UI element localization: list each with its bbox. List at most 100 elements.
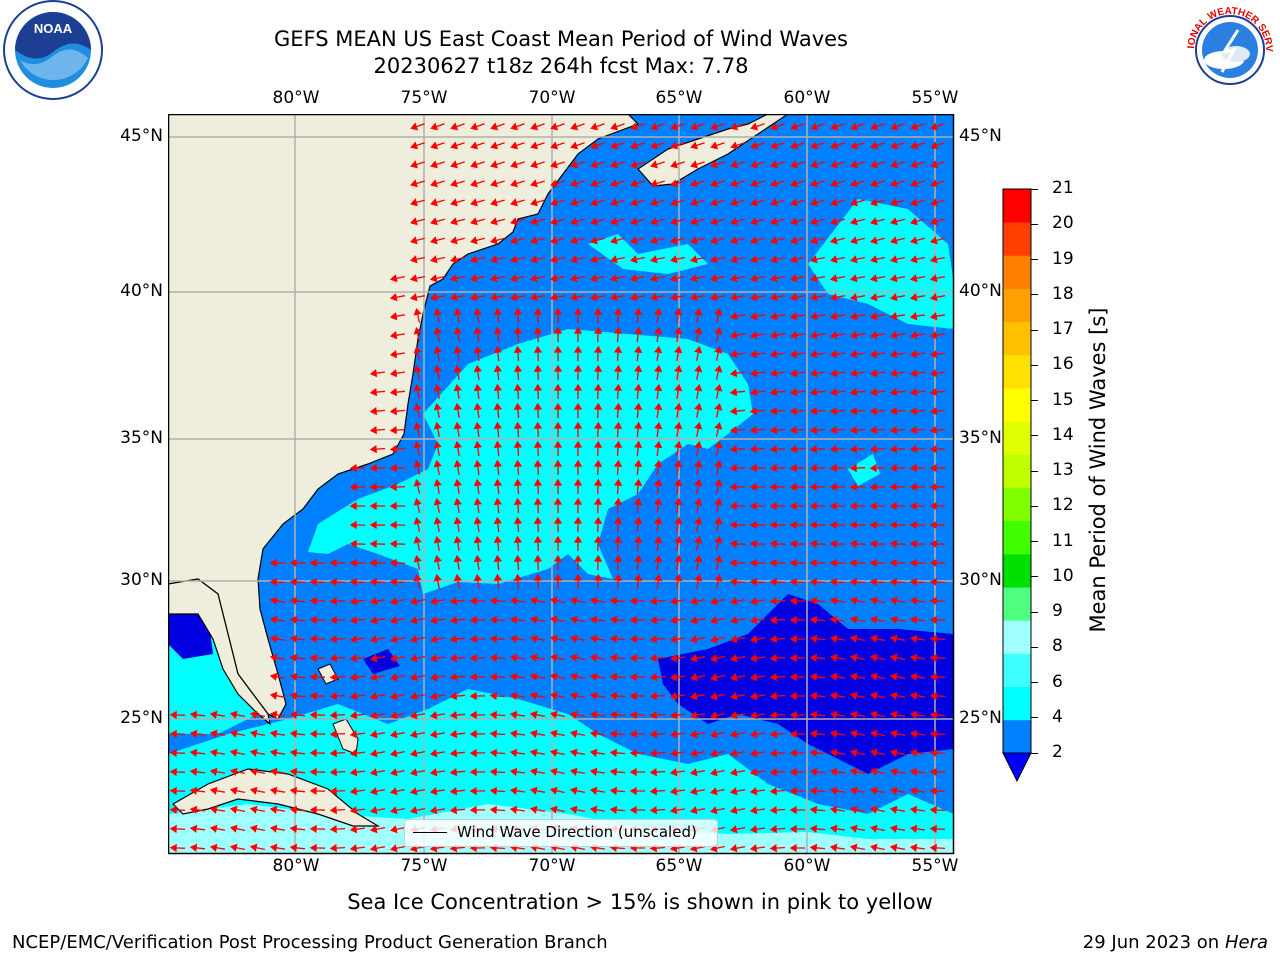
wave-direction-arrow bbox=[433, 535, 442, 552]
wave-direction-arrow bbox=[513, 478, 523, 495]
wave-direction-arrow bbox=[449, 615, 466, 625]
wave-direction-arrow bbox=[209, 710, 226, 719]
wave-direction-arrow bbox=[249, 767, 266, 776]
land-bahamas bbox=[332, 718, 359, 755]
wave-direction-arrow bbox=[570, 141, 585, 150]
wave-direction-arrow bbox=[869, 805, 885, 814]
wave-direction-arrow bbox=[473, 307, 482, 323]
wave-direction-arrow bbox=[249, 710, 266, 719]
colorbar-segment bbox=[1003, 454, 1031, 488]
lat-label-left: 35°N bbox=[120, 428, 163, 448]
wave-direction-arrow bbox=[909, 369, 925, 378]
wave-direction-arrow bbox=[889, 824, 906, 833]
wave-direction-arrow bbox=[729, 331, 746, 340]
wave-direction-arrow bbox=[573, 307, 583, 324]
wave-direction-arrow bbox=[449, 255, 465, 264]
wave-period-map bbox=[168, 114, 955, 855]
wave-direction-arrow bbox=[433, 497, 442, 514]
wave-direction-arrow bbox=[710, 160, 725, 169]
wave-direction-arrow bbox=[929, 387, 946, 397]
wave-direction-arrow bbox=[769, 350, 785, 359]
wave-direction-arrow bbox=[349, 806, 365, 815]
wave-direction-arrow bbox=[669, 806, 685, 815]
period-contour-4-6-small bbox=[848, 454, 880, 486]
wave-direction-arrow bbox=[269, 653, 286, 662]
wave-direction-arrow bbox=[849, 482, 866, 492]
wave-direction-arrow bbox=[450, 179, 465, 188]
wave-direction-arrow bbox=[769, 444, 786, 454]
wave-direction-arrow bbox=[449, 691, 466, 701]
wave-direction-arrow bbox=[449, 653, 466, 663]
nws-logo-icon: NATIONAL WEATHER SERVICE bbox=[1180, 0, 1278, 98]
wave-direction-arrow bbox=[769, 825, 786, 834]
wave-direction-arrow bbox=[769, 407, 786, 416]
wave-direction-arrow bbox=[910, 160, 925, 169]
colorbar-tick-label: 19 bbox=[1052, 248, 1074, 269]
wave-direction-arrow bbox=[369, 426, 386, 435]
wave-direction-arrow bbox=[729, 539, 746, 549]
wave-direction-arrow bbox=[269, 710, 286, 719]
wave-direction-arrow bbox=[569, 672, 586, 681]
colorbar-tick-label: 18 bbox=[1052, 283, 1074, 304]
wave-direction-arrow bbox=[689, 654, 706, 663]
wave-direction-arrow bbox=[930, 198, 945, 207]
wave-direction-arrow bbox=[849, 786, 866, 795]
wave-direction-arrow bbox=[489, 748, 506, 758]
wave-direction-arrow bbox=[593, 421, 603, 438]
wave-direction-arrow bbox=[549, 653, 565, 662]
wave-direction-arrow bbox=[849, 217, 865, 226]
wave-direction-arrow bbox=[769, 654, 786, 663]
wave-direction-arrow bbox=[413, 364, 422, 380]
wave-direction-arrow bbox=[909, 217, 925, 226]
lon-label-top: 70°W bbox=[528, 88, 576, 108]
wave-direction-arrow bbox=[930, 160, 945, 169]
wave-direction-arrow bbox=[770, 179, 785, 188]
wave-direction-arrow bbox=[530, 198, 545, 207]
wave-direction-arrow bbox=[593, 535, 603, 552]
wave-direction-arrow bbox=[749, 217, 765, 226]
wave-direction-arrow bbox=[849, 558, 866, 568]
wave-direction-arrow bbox=[469, 748, 486, 758]
wave-direction-arrow bbox=[369, 806, 386, 815]
wave-direction-arrow bbox=[453, 326, 462, 343]
wave-direction-arrow bbox=[469, 653, 486, 663]
wave-direction-arrow bbox=[369, 407, 386, 416]
wave-direction-arrow bbox=[829, 444, 846, 454]
wave-direction-arrow bbox=[553, 516, 563, 533]
wave-direction-arrow bbox=[613, 383, 623, 400]
wave-direction-arrow bbox=[929, 236, 945, 245]
wave-direction-arrow bbox=[809, 615, 826, 624]
wave-direction-arrow bbox=[849, 691, 866, 700]
wave-direction-arrow bbox=[489, 274, 506, 283]
wave-direction-arrow bbox=[849, 615, 866, 624]
wave-direction-arrow bbox=[789, 653, 805, 663]
wave-direction-arrow bbox=[429, 806, 446, 815]
wave-direction-arrow bbox=[533, 421, 543, 438]
wave-direction-arrow bbox=[729, 787, 746, 796]
wave-direction-arrow bbox=[714, 497, 723, 513]
wave-direction-arrow bbox=[329, 653, 346, 663]
colorbar-tick-mark bbox=[1031, 505, 1038, 507]
wave-direction-arrow bbox=[850, 122, 865, 131]
wave-direction-arrow bbox=[369, 730, 386, 739]
wave-direction-arrow bbox=[509, 596, 525, 605]
wave-direction-arrow bbox=[789, 805, 805, 815]
wave-direction-arrow bbox=[849, 653, 866, 662]
wave-direction-arrow bbox=[529, 729, 546, 738]
wave-direction-arrow bbox=[449, 293, 466, 302]
wave-direction-arrow bbox=[729, 635, 746, 644]
wave-direction-arrow bbox=[909, 634, 925, 643]
wave-direction-arrow bbox=[710, 122, 725, 131]
wave-direction-arrow bbox=[513, 554, 523, 571]
noaa-logo-icon: NOAA bbox=[3, 0, 103, 100]
wave-direction-arrow bbox=[549, 236, 565, 245]
wave-direction-arrow bbox=[289, 710, 306, 720]
wave-direction-arrow bbox=[553, 459, 563, 476]
wave-direction-arrow bbox=[850, 198, 865, 207]
wave-direction-arrow bbox=[550, 160, 565, 169]
wave-direction-arrow bbox=[289, 653, 306, 663]
wave-direction-arrow bbox=[729, 673, 746, 682]
wave-direction-arrow bbox=[229, 729, 246, 738]
wave-direction-arrow bbox=[669, 255, 685, 264]
wave-direction-arrow bbox=[609, 217, 625, 226]
